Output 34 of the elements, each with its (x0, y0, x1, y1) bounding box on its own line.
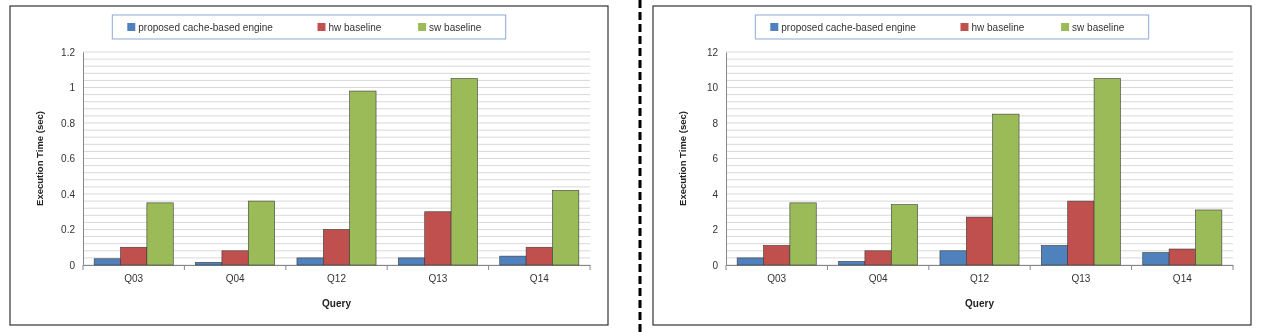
legend-label: proposed cache-based engine (781, 22, 917, 33)
x-tick-label: Q14 (1172, 273, 1193, 285)
x-tick-label: Q12 (327, 273, 347, 285)
y-tick-label: 4 (712, 188, 719, 200)
y-tick-label: 0 (712, 259, 719, 271)
y-tick-label: 12 (706, 46, 719, 58)
legend-label: hw baseline (971, 22, 1025, 33)
y-axis-title: Execution Time (sec) (677, 111, 688, 206)
y-tick-label: 0.4 (61, 188, 76, 200)
y-tick-label: 0 (69, 259, 76, 271)
x-tick-label: Q03 (124, 273, 144, 285)
y-tick-label: 1 (69, 82, 76, 94)
y-tick-label: 10 (706, 82, 719, 94)
x-tick-label: Q14 (529, 273, 550, 285)
legend-label: sw baseline (1072, 22, 1125, 33)
y-tick-label: 6 (712, 153, 719, 165)
x-axis-title: Query (322, 298, 352, 309)
x-tick-label: Q04 (868, 273, 888, 285)
y-tick-label: 0.2 (61, 224, 76, 236)
y-tick-label: 8 (712, 117, 719, 129)
x-axis-title: Query (965, 298, 995, 309)
y-tick-label: 1.2 (61, 46, 76, 58)
y-tick-label: 0.6 (61, 153, 76, 165)
x-tick-label: Q12 (970, 273, 990, 285)
x-tick-label: Q03 (767, 273, 787, 285)
y-axis-title: Execution Time (sec) (34, 111, 45, 206)
y-tick-label: 0.8 (61, 117, 76, 129)
x-tick-label: Q13 (428, 273, 448, 285)
legend-label: proposed cache-based engine (138, 22, 274, 33)
x-tick-label: Q13 (1071, 273, 1091, 285)
legend-label: sw baseline (429, 22, 482, 33)
x-tick-label: Q04 (225, 273, 245, 285)
y-tick-label: 2 (712, 224, 719, 236)
legend-label: hw baseline (328, 22, 382, 33)
